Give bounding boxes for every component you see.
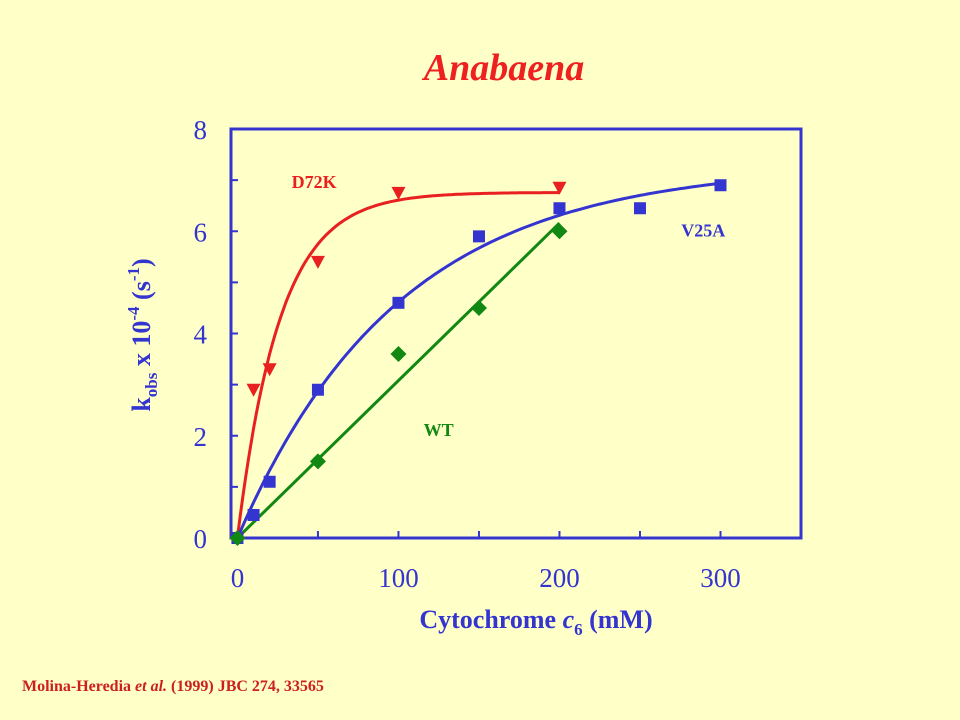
citation-rest: (1999) JBC 274, 33565 xyxy=(167,678,324,695)
point-v25a xyxy=(553,202,566,215)
series-labels: D72K V25A WT xyxy=(292,172,726,440)
y-tick-label: 6 xyxy=(194,217,208,247)
x-tick-label: 200 xyxy=(539,563,580,593)
point-v25a xyxy=(392,296,405,309)
point-v25a xyxy=(263,475,276,488)
point-d72k xyxy=(552,181,567,195)
point-v25a xyxy=(633,202,646,215)
data-points xyxy=(229,179,727,546)
y-tick-label: 4 xyxy=(194,320,208,350)
citation: Molina-Heredia et al. (1999) JBC 274, 33… xyxy=(22,678,324,696)
y-tick-label: 8 xyxy=(194,115,208,145)
point-d72k xyxy=(391,186,406,200)
x-axis-label: Cytochrome c6 (mM) xyxy=(419,605,652,639)
citation-authors: Molina-Heredia xyxy=(22,678,136,695)
point-wt xyxy=(229,530,246,546)
point-d72k xyxy=(262,363,277,377)
x-tick-label: 0 xyxy=(231,563,245,593)
point-wt xyxy=(470,299,487,316)
series-label-wt: WT xyxy=(424,420,454,440)
curve-wt xyxy=(236,222,561,540)
citation-etal: et al. xyxy=(135,678,168,695)
y-tick-label: 2 xyxy=(194,422,208,452)
series-label-d72k: D72K xyxy=(292,172,337,192)
point-v25a xyxy=(247,508,260,521)
point-wt xyxy=(309,453,326,470)
y-tick-label: 0 xyxy=(194,524,208,554)
x-axis: 0 100 200 300 xyxy=(231,531,741,593)
point-d72k xyxy=(246,383,261,397)
point-wt xyxy=(390,345,407,362)
x-tick-label: 100 xyxy=(378,563,419,593)
point-wt xyxy=(551,223,568,240)
curve-d72k xyxy=(235,191,560,539)
x-tick-label: 300 xyxy=(700,563,741,593)
y-axis-label: kobs x 10-4 (s-1) xyxy=(124,258,161,411)
point-v25a xyxy=(714,179,727,192)
point-v25a xyxy=(311,383,324,396)
y-axis: 0 2 4 6 8 xyxy=(194,115,238,554)
series-label-v25a: V25A xyxy=(681,220,725,240)
point-d72k xyxy=(310,255,325,269)
point-v25a xyxy=(472,230,485,243)
chart-title: Anabaena xyxy=(422,47,584,89)
